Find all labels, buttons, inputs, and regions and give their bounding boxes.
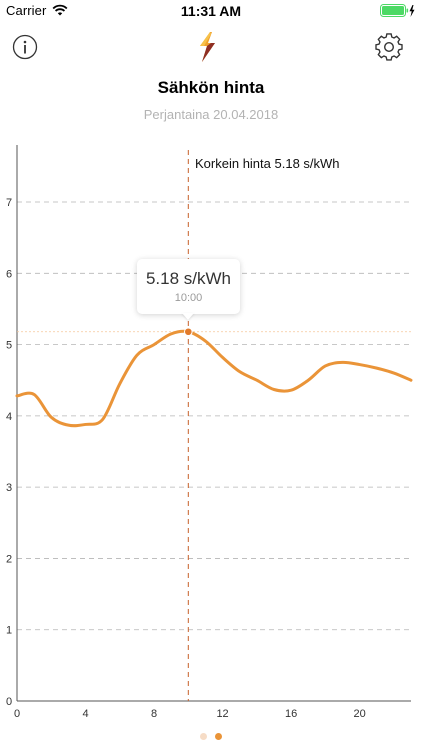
max-price-annotation: Korkein hinta 5.18 s/kWh [195, 156, 340, 171]
info-icon[interactable] [12, 34, 38, 60]
x-tick-label: 20 [353, 708, 365, 720]
battery-charging-icon [380, 4, 415, 17]
status-bar: Carrier 11:31 AM [0, 0, 422, 22]
carrier-label: Carrier [6, 3, 47, 18]
page-indicator[interactable] [0, 727, 422, 740]
y-tick-label: 5 [6, 340, 12, 352]
y-tick-label: 0 [6, 696, 12, 708]
tooltip-pointer [182, 313, 194, 320]
page-dot-2[interactable] [215, 733, 222, 740]
lightning-logo-icon [200, 32, 215, 62]
wifi-icon [52, 4, 68, 16]
y-tick-label: 2 [6, 553, 12, 565]
y-tick-label: 7 [6, 197, 12, 209]
y-tick-label: 3 [6, 482, 12, 494]
y-tick-label: 6 [6, 268, 12, 280]
y-tick-label: 4 [6, 411, 12, 423]
date-subtitle: Perjantaina 20.04.2018 [143, 107, 279, 122]
chart-series [15, 327, 413, 428]
page-dot-1[interactable] [200, 733, 207, 740]
x-tick-label: 16 [285, 708, 297, 720]
chart-highlight-marker [17, 150, 411, 701]
x-tick-label: 8 [151, 708, 157, 720]
chart-grid [17, 201, 411, 631]
x-tick-label: 0 [14, 708, 20, 720]
clock: 11:31 AM [180, 3, 242, 19]
price-line-series-0 [15, 329, 413, 428]
gear-icon[interactable] [374, 32, 404, 62]
x-tick-label: 12 [216, 708, 228, 720]
highlight-point[interactable] [184, 327, 193, 337]
navigation-bar [0, 22, 422, 72]
page-title: Sähkön hinta [157, 78, 265, 97]
x-tick-label: 4 [82, 708, 88, 720]
y-tick-label: 1 [6, 625, 12, 637]
price-tooltip: 5.18 s/kWh 10:00 [137, 259, 240, 314]
tooltip-time: 10:00 [174, 292, 203, 304]
tooltip-value: 5.18 s/kWh [145, 269, 232, 288]
